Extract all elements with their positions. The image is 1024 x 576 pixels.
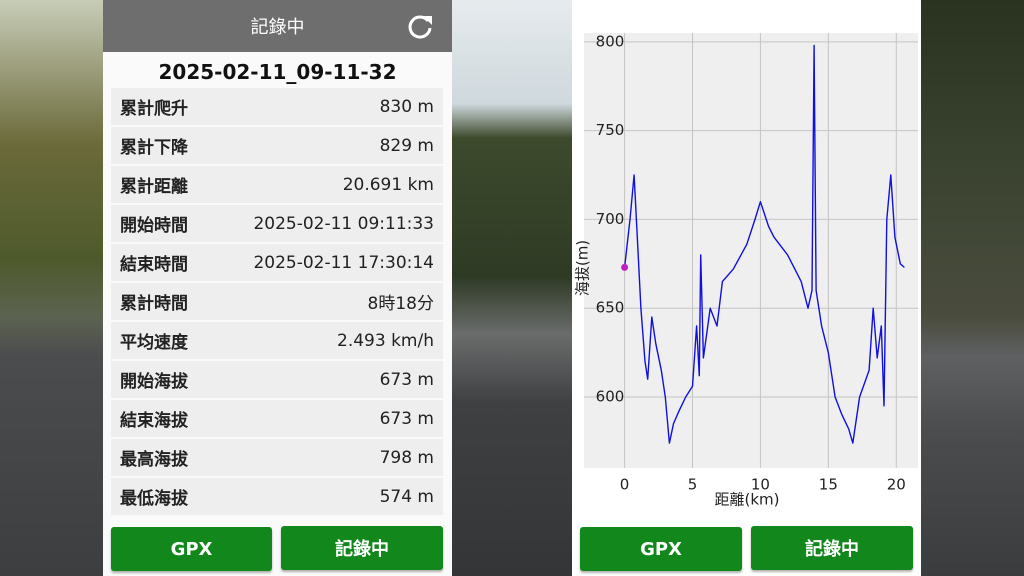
stat-label: 開始海拔	[120, 372, 188, 392]
stat-value: 673 m	[379, 369, 434, 390]
stat-label: 結束海拔	[120, 411, 188, 431]
x-axis-label: 距離(km)	[714, 491, 779, 509]
stat-row: 最低海拔 574 m	[111, 478, 443, 515]
start-marker	[621, 263, 629, 271]
stat-label: 平均速度	[120, 333, 188, 353]
stat-row: 累計時間 8時18分	[111, 283, 443, 320]
elevation-line	[623, 44, 905, 444]
record-button[interactable]: 記錄中	[281, 526, 443, 570]
stat-label: 累計時間	[120, 294, 188, 314]
x-tick-label: 5	[688, 476, 698, 494]
stat-row: 累計距離 20.691 km	[111, 166, 443, 203]
stat-value: 2.493 km/h	[337, 330, 434, 351]
stat-label: 累計爬升	[120, 99, 188, 119]
gpx-button[interactable]: GPX	[580, 527, 742, 571]
stat-value: 8時18分	[367, 294, 434, 314]
stat-row: 開始時間 2025-02-11 09:11:33	[111, 205, 443, 242]
stat-value: 2025-02-11 17:30:14	[253, 252, 434, 273]
app-header: 記錄中	[103, 0, 452, 52]
stat-label: 最高海拔	[120, 450, 188, 470]
stat-row: 累計爬升 830 m	[111, 88, 443, 125]
refresh-icon[interactable]	[405, 12, 435, 42]
stat-label: 最低海拔	[120, 489, 188, 509]
stat-row: 開始海拔 673 m	[111, 361, 443, 398]
stat-row: 結束時間 2025-02-11 17:30:14	[111, 244, 443, 281]
stat-value: 829 m	[379, 135, 434, 156]
stat-label: 累計下降	[120, 138, 188, 158]
stat-label: 累計距離	[120, 177, 188, 197]
y-tick-label: 800	[596, 32, 625, 50]
stat-value: 20.691 km	[342, 174, 434, 195]
x-tick-label: 20	[887, 476, 906, 494]
y-tick-label: 600	[596, 387, 625, 405]
track-name: 2025-02-11_09-11-32	[158, 60, 397, 84]
y-tick-label: 700	[596, 210, 625, 228]
stat-row: 最高海拔 798 m	[111, 439, 443, 476]
x-tick-label: 10	[751, 476, 770, 494]
background-photo	[452, 0, 572, 576]
background-photo	[921, 0, 1024, 576]
header-title: 記錄中	[250, 17, 305, 38]
background-photo	[0, 0, 103, 576]
stat-label: 開始時間	[120, 216, 188, 236]
elevation-chart: 距離(km) 海拔(m) 600 650 700 750 800 0 5 10 15 20	[574, 32, 918, 509]
y-tick-label: 650	[596, 299, 625, 317]
stat-row: 平均速度 2.493 km/h	[111, 322, 443, 359]
stat-value: 673 m	[379, 408, 434, 429]
gpx-button[interactable]: GPX	[111, 527, 272, 571]
stat-value: 798 m	[379, 447, 434, 468]
stat-value: 574 m	[379, 486, 434, 507]
y-tick-label: 750	[596, 121, 625, 139]
stat-label: 結束時間	[120, 255, 188, 275]
x-tick-label: 0	[620, 476, 630, 494]
stat-value: 2025-02-11 09:11:33	[253, 213, 434, 234]
y-axis-label: 海拔(m)	[574, 240, 592, 296]
record-button[interactable]: 記錄中	[751, 526, 913, 570]
stat-row: 結束海拔 673 m	[111, 400, 443, 437]
plot-background	[584, 33, 918, 468]
stat-value: 830 m	[379, 96, 434, 117]
stat-row: 累計下降 829 m	[111, 127, 443, 164]
x-tick-label: 15	[819, 476, 838, 494]
